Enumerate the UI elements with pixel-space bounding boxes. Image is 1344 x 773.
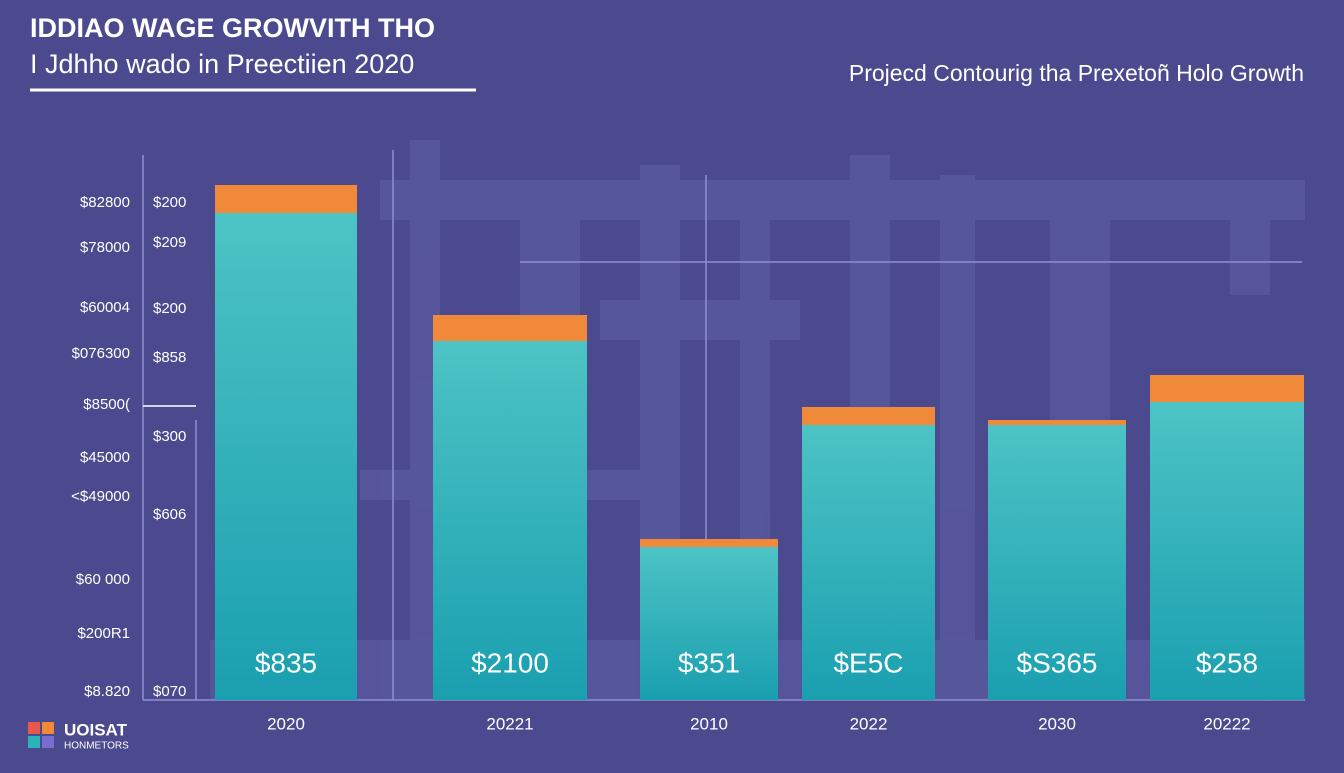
bar [433,315,587,341]
y-axis-label: $78000 [80,239,130,256]
bar-label: $E5C [833,647,903,678]
annotation: Projecd Contourig tha Prexetoñ Holo Grow… [849,60,1304,86]
y-axis-label: $45000 [80,449,130,466]
bar-label: $351 [678,647,740,678]
x-tick-label: 2022 [850,714,888,733]
y-axis-label: $209 [153,234,186,251]
bar [215,213,357,700]
bar [1150,402,1304,700]
y-axis-label: $8.820 [84,683,130,700]
y-axis-label: $858 [153,349,186,366]
bar [640,547,778,700]
bar-label: $258 [1196,647,1258,678]
y-axis-label: $606 [153,506,186,523]
x-tick-label: 2030 [1038,714,1076,733]
logo-icon [42,722,54,734]
y-axis-label: $200R1 [77,625,130,642]
bar-label: $2100 [471,647,549,678]
x-tick-label: 20221 [486,714,533,733]
bar [433,341,587,700]
y-axis-label: $82800 [80,194,130,211]
x-tick-label: 2010 [690,714,728,733]
x-tick-label: 20222 [1203,714,1250,733]
bar [215,185,357,213]
x-tick-label: 2020 [267,714,305,733]
logo-icon [28,722,40,734]
logo-icon [42,736,54,748]
y-axis-label: $200 [153,300,186,317]
bar [640,539,778,547]
bar [1150,375,1304,402]
logo-tagline: HONMETORS [64,741,129,752]
logo-name: UOISAT [64,720,128,739]
y-axis-label: $60004 [80,299,130,316]
y-axis-label: $076300 [72,345,130,362]
logo-icon [28,736,40,748]
bar-label: $835 [255,647,317,678]
chart-subtitle: I Jdhho wado in Preectiien 2020 [30,49,414,79]
y-axis-label: $070 [153,683,186,700]
y-axis-label: $8500( [83,396,130,413]
bar [802,425,935,700]
y-axis-label: $300 [153,428,186,445]
y-axis-label: $60 000 [76,571,130,588]
y-axis-label: <$49000 [71,488,130,505]
chart-title: IDDIAO WAGE GROWVITH THO [30,13,435,43]
bar [988,425,1126,700]
y-axis-label: $200 [153,194,186,211]
bar [802,407,935,425]
bar-label: $S365 [1017,647,1098,678]
bar [988,420,1126,425]
